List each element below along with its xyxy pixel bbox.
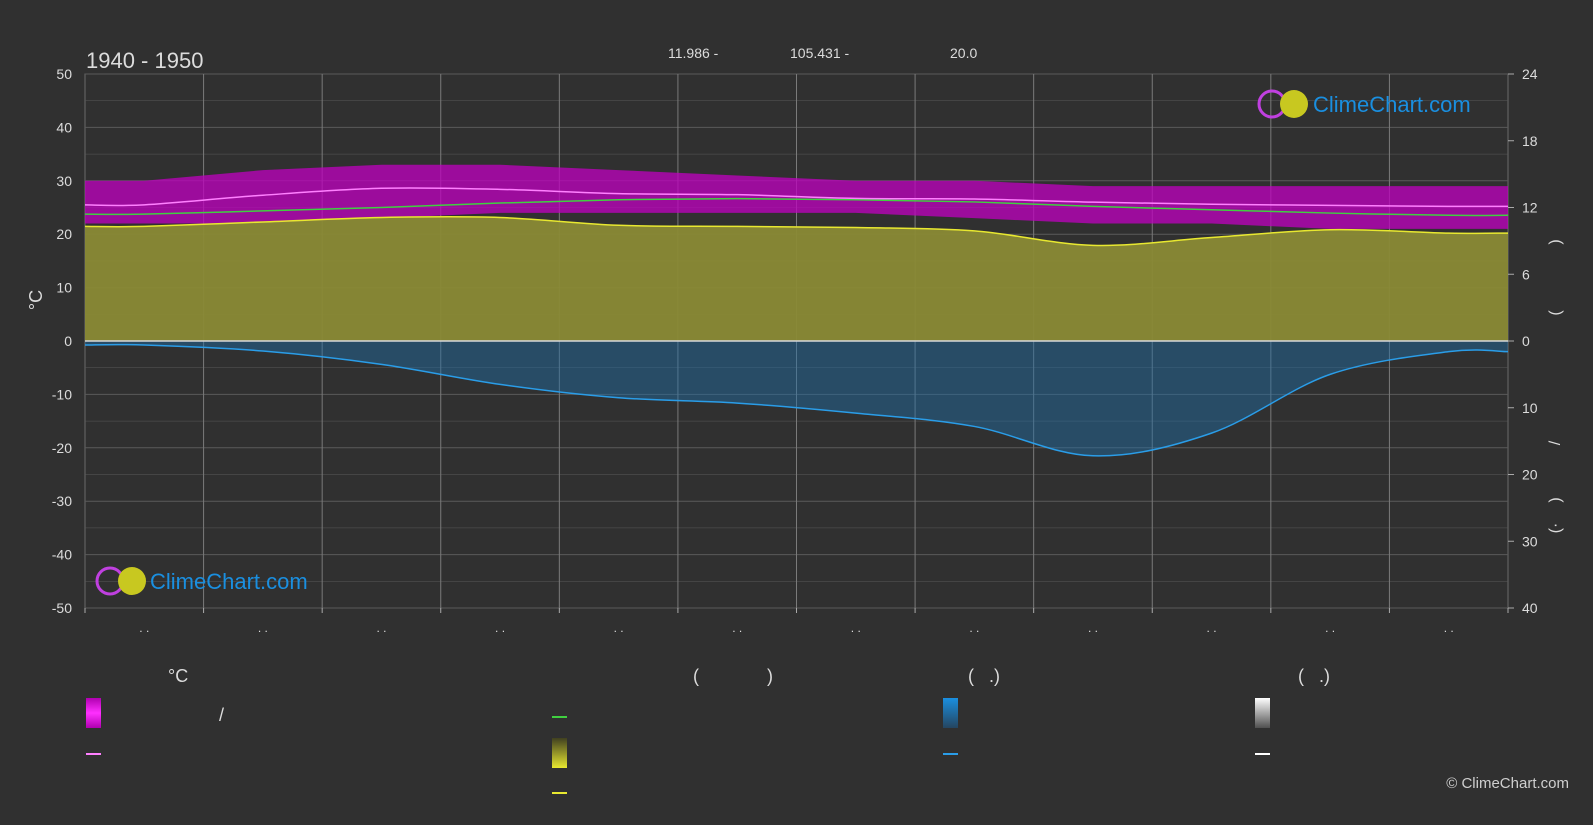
x-tick-label: . . <box>376 621 386 635</box>
copyright-notice: © ClimeChart.com <box>1446 775 1569 792</box>
right-top-tick-label: 24 <box>1522 66 1538 82</box>
legend-sunshine-line-swatch <box>552 792 567 794</box>
x-tick-label: . . <box>732 621 742 635</box>
left-tick-label: 0 <box>64 333 72 349</box>
left-tick-label: -10 <box>52 386 72 402</box>
right-top-tick-label: 0 <box>1522 333 1530 349</box>
left-tick-label: 40 <box>56 119 72 135</box>
x-tick-label: . . <box>258 621 268 635</box>
left-tick-label: -30 <box>52 493 72 509</box>
right-bottom-tick-label: 40 <box>1522 600 1538 616</box>
brand-name-bottom: ClimeChart.com <box>150 569 308 594</box>
brand-name-top: ClimeChart.com <box>1313 92 1471 117</box>
left-tick-label: 50 <box>56 66 72 82</box>
chart-title: 1940 - 1950 <box>86 48 203 73</box>
right-top-tick-label: 6 <box>1522 266 1530 282</box>
x-tick-label: . . <box>851 621 861 635</box>
mean-max-temperature-line <box>84 187 1509 208</box>
right-axis-label-mark: ) <box>1547 239 1564 244</box>
right-axis-label-mark: / <box>1547 440 1564 445</box>
right-bottom-tick-label: 20 <box>1522 467 1538 483</box>
legend-daylight-swatch <box>552 716 567 718</box>
right-axis-label-mark: ) <box>1547 497 1564 502</box>
precipitation-line <box>84 343 1509 457</box>
left-tick-label: 20 <box>56 226 72 242</box>
right-top-tick-label: 18 <box>1522 133 1538 149</box>
legend-snow-line-swatch <box>1255 753 1270 755</box>
legend-mean-max-swatch <box>86 753 101 755</box>
right-axis-label-mark: (· <box>1547 523 1564 534</box>
legend-sunshine-swatch <box>552 738 567 768</box>
sunshine-area-shape <box>85 216 1508 341</box>
daylight-hours-line <box>84 197 1509 217</box>
right-top-tick-label: 12 <box>1522 200 1538 216</box>
right-bottom-tick-label: 30 <box>1522 533 1538 549</box>
left-tick-label: 10 <box>56 280 72 296</box>
elevation-label: 20.0 <box>950 45 977 61</box>
legend-sunshine-title-open: ( <box>693 666 699 686</box>
brand-logo-top[interactable]: ClimeChart.com <box>1257 89 1471 119</box>
legend-temp-range-swatch <box>86 698 101 728</box>
x-tick-label: . . <box>1325 621 1335 635</box>
left-tick-label: 30 <box>56 173 72 189</box>
legend-temperature-title: °C <box>168 666 189 686</box>
legend-snow-title: ( .) <box>1298 666 1330 686</box>
right-bottom-tick-label: 10 <box>1522 400 1538 416</box>
x-tick-label: . . <box>614 621 624 635</box>
right-axis-label-mark: ( <box>1547 310 1564 316</box>
legend-rain-title: ( .) <box>968 666 1000 686</box>
x-tick-label: . . <box>1088 621 1098 635</box>
legend-rain-swatch <box>943 698 958 728</box>
left-tick-label: -20 <box>52 440 72 456</box>
sunshine-area <box>85 216 1508 341</box>
latitude-label: 11.986 - <box>668 45 719 61</box>
x-tick-label: . . <box>1207 621 1217 635</box>
x-tick-label: . . <box>1444 621 1454 635</box>
x-tick-label: . . <box>139 621 149 635</box>
logo-globe-icon <box>1280 90 1308 118</box>
brand-logo-bottom[interactable]: ClimeChart.com <box>95 566 308 596</box>
x-tick-label: . . <box>969 621 979 635</box>
legend-sunshine-title-close: ) <box>767 666 773 686</box>
precipitation-area <box>85 341 1508 456</box>
x-tick-label: . . <box>495 621 505 635</box>
legend-snow-swatch <box>1255 698 1270 728</box>
left-tick-label: -40 <box>52 547 72 563</box>
logo-globe-icon <box>118 567 146 595</box>
sunshine-hours-line <box>84 215 1509 247</box>
precipitation-area-shape <box>85 341 1508 456</box>
left-axis-label: °C <box>26 290 46 310</box>
longitude-label: 105.431 - <box>790 45 849 61</box>
legend-rain-line-swatch <box>943 753 958 755</box>
left-tick-label: -50 <box>52 600 72 616</box>
legend-slash: / <box>219 705 225 725</box>
